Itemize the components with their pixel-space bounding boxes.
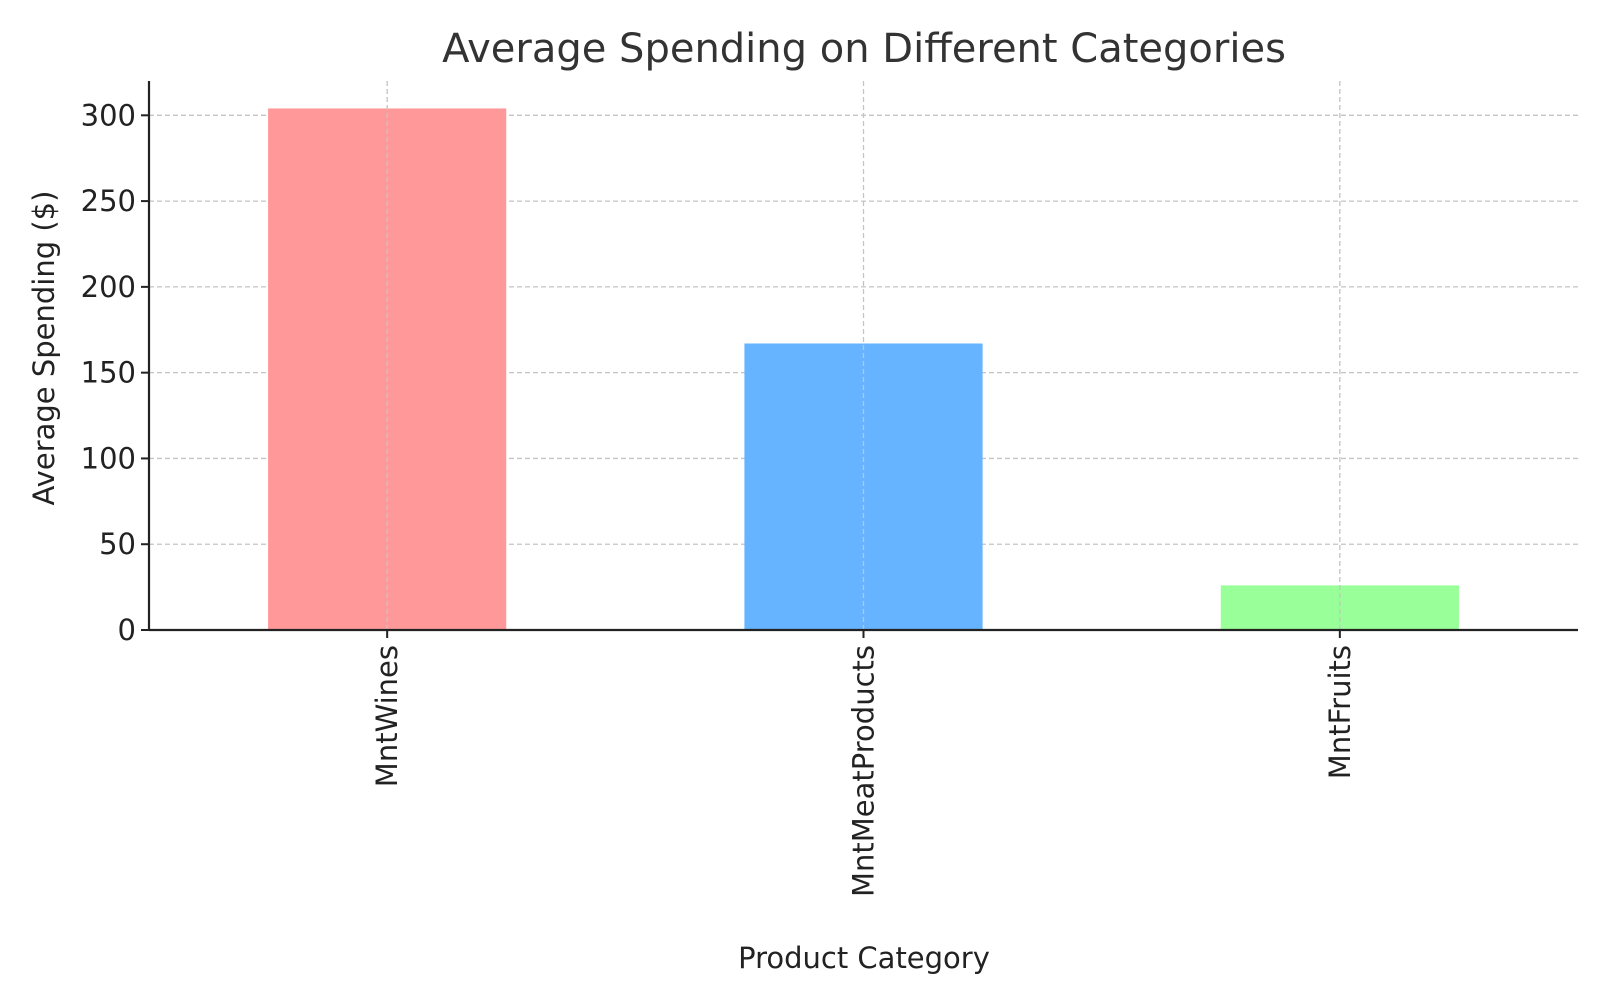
- bar-mntfruits: [1220, 585, 1459, 630]
- y-tick-label: 100: [81, 441, 136, 475]
- y-tick-label: 50: [99, 527, 136, 561]
- y-tick-label: 0: [118, 613, 136, 647]
- y-tick-label: 200: [81, 270, 136, 304]
- bars: [268, 108, 1459, 630]
- x-grid: [386, 81, 1341, 630]
- x-tick-label: MntWines: [370, 645, 404, 787]
- y-axis-label: Average Spending ($): [27, 191, 61, 506]
- y-tick-label: 150: [81, 356, 136, 390]
- x-ticks: MntWines MntMeatProducts MntFruits: [370, 630, 1357, 897]
- x-axis-label: Product Category: [738, 941, 990, 975]
- x-tick-label: MntMeatProducts: [847, 645, 881, 897]
- y-tick-label: 250: [81, 184, 136, 218]
- bar-mntmeatproducts: [744, 343, 983, 630]
- x-tick-label: MntFruits: [1323, 645, 1357, 779]
- y-tick-label: 300: [81, 98, 136, 132]
- y-ticks: 0 50 100 150 200 250 300: [81, 98, 149, 647]
- chart-title: Average Spending on Different Categories: [442, 26, 1286, 72]
